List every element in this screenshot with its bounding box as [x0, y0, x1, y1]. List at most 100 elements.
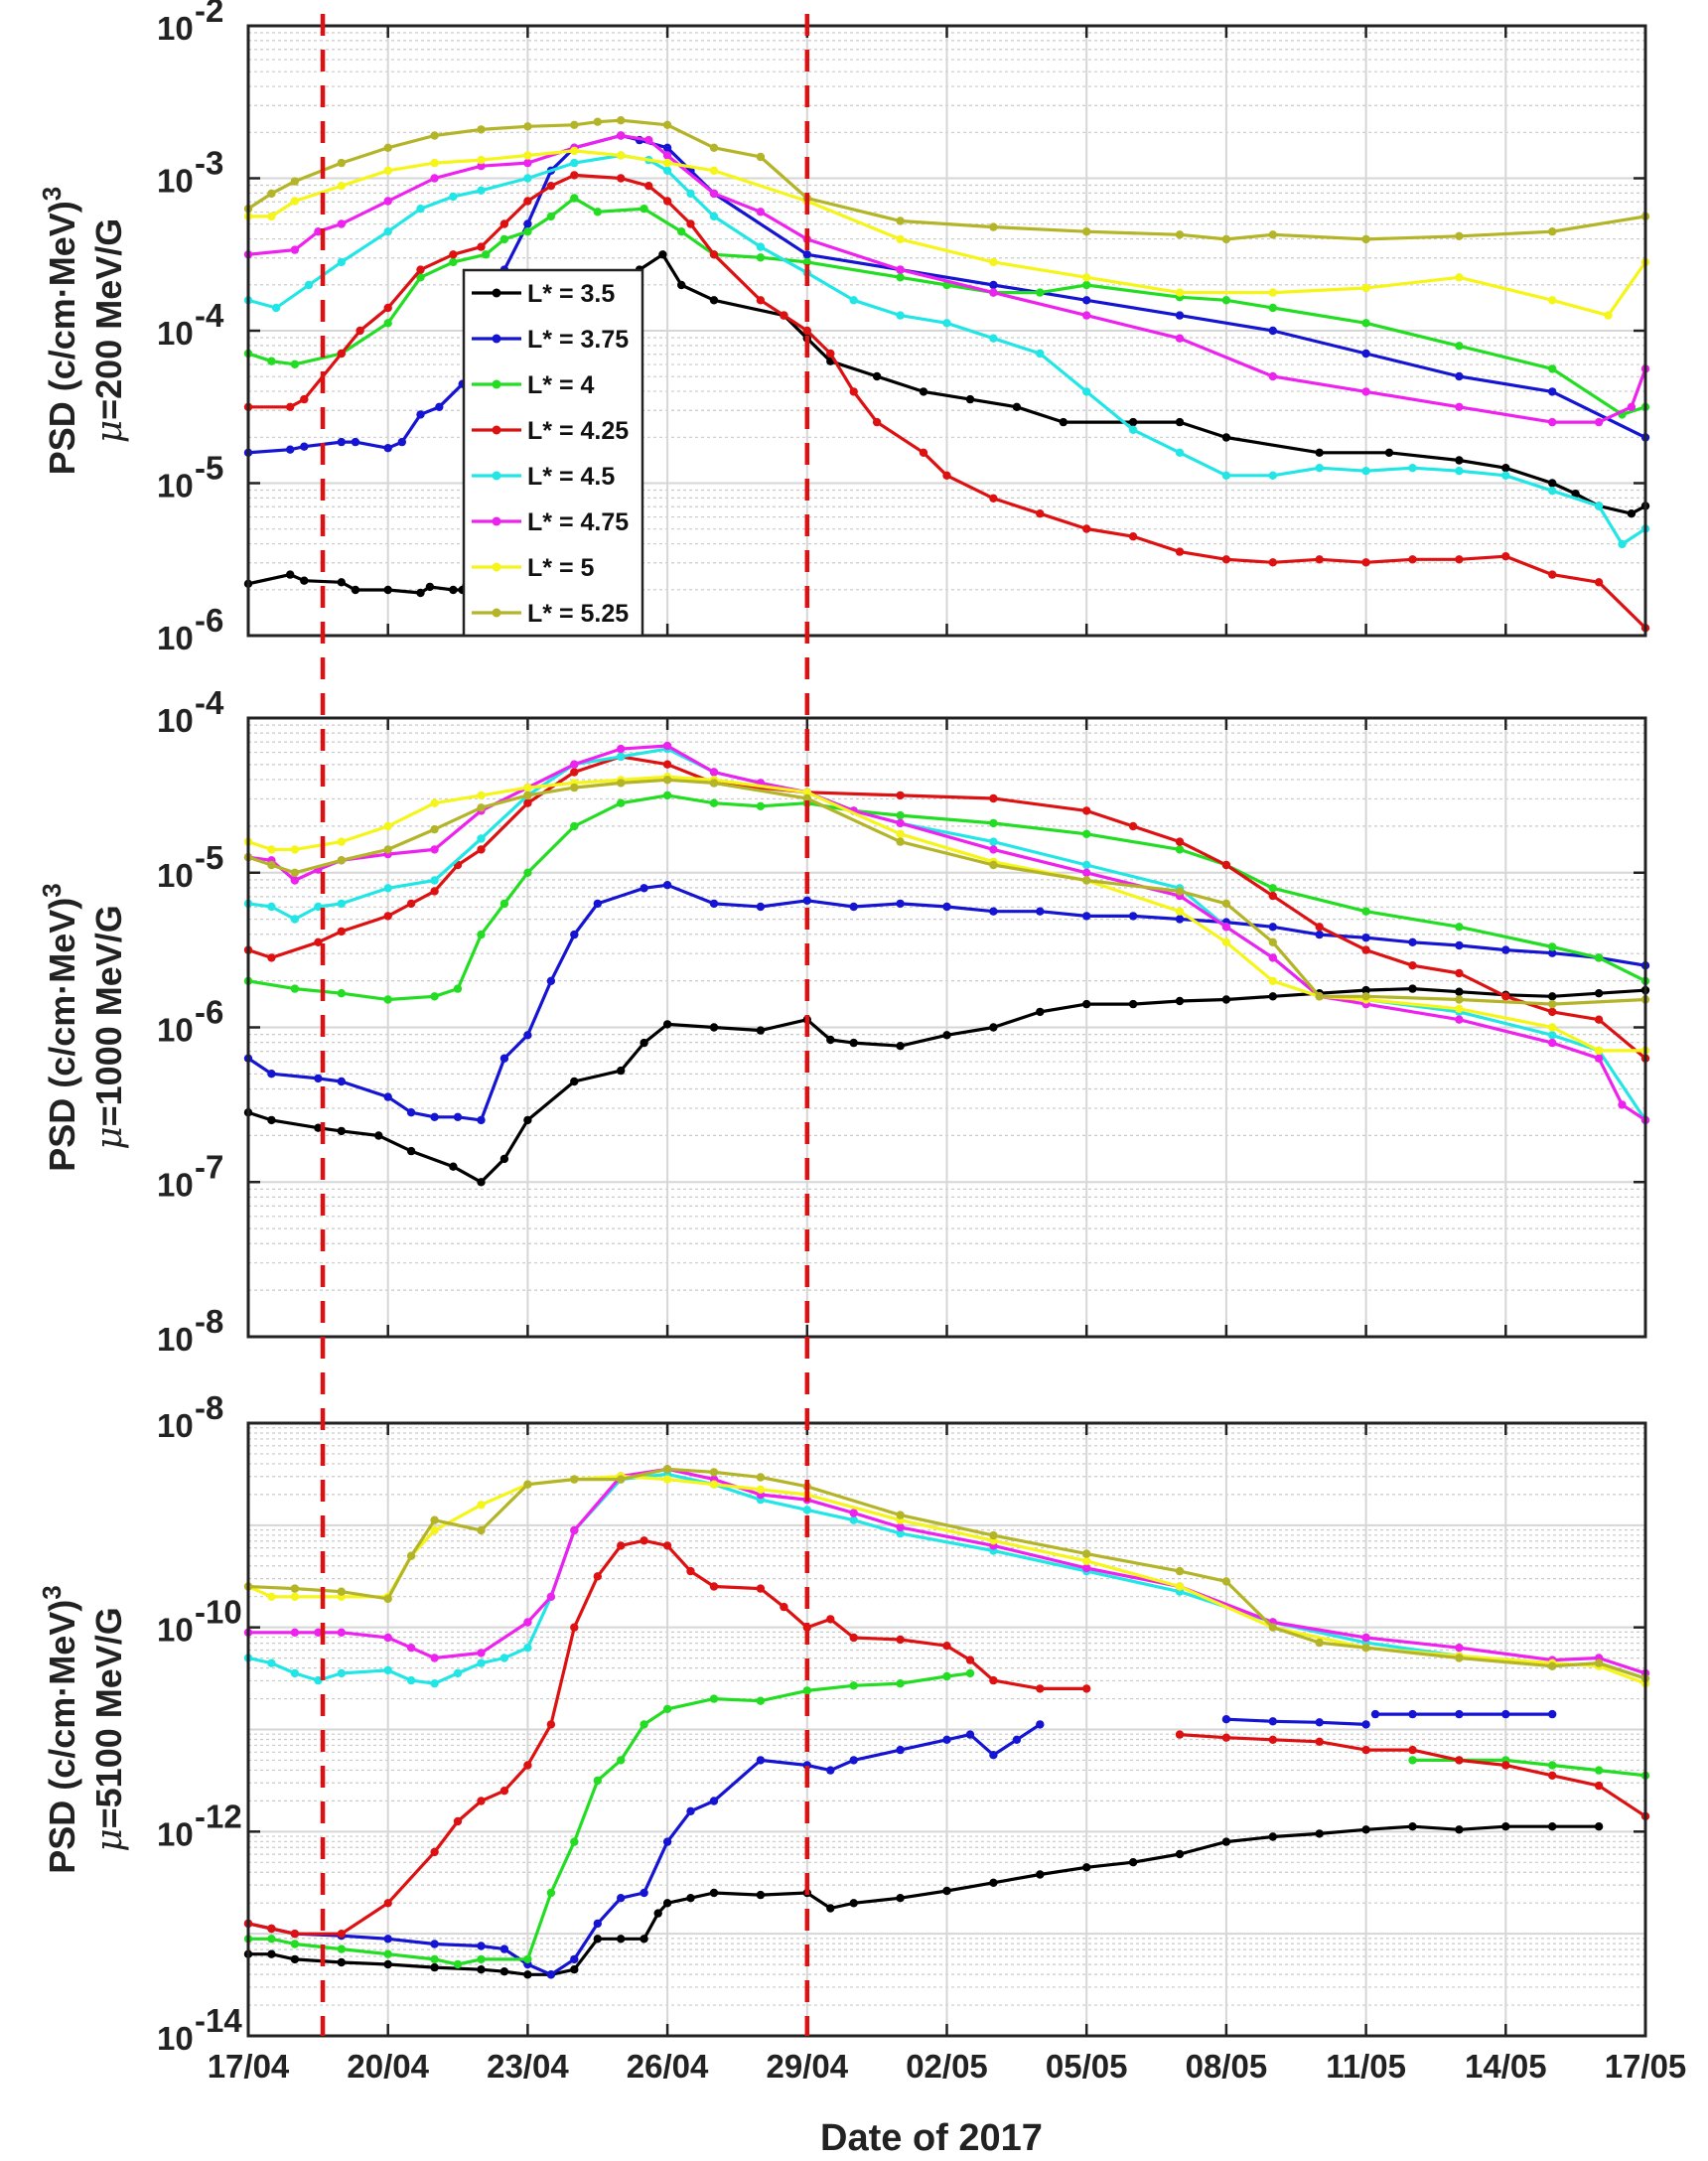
data-point [570, 1965, 579, 1974]
data-point [756, 296, 766, 305]
data-point [267, 953, 276, 962]
y-tick-label: 10 [157, 702, 194, 739]
legend-swatch-marker [492, 562, 501, 572]
data-point [383, 995, 392, 1004]
data-point [662, 741, 672, 751]
data-point [337, 158, 346, 168]
y-tick-label: 10 [157, 10, 194, 47]
data-point [267, 212, 276, 221]
data-point [356, 326, 364, 336]
data-point [337, 1930, 346, 1939]
data-point [617, 1066, 626, 1076]
data-point [1175, 1582, 1185, 1591]
data-point [644, 182, 653, 191]
series-line [1225, 1717, 1366, 1726]
data-point [1175, 288, 1185, 297]
data-point [267, 860, 276, 870]
data-point [449, 250, 458, 259]
data-point [523, 798, 532, 807]
data-point [1221, 433, 1231, 442]
data-point [1175, 547, 1185, 556]
data-point [1082, 280, 1091, 290]
data-point [709, 798, 719, 807]
data-point [383, 821, 392, 831]
data-point [383, 1949, 392, 1958]
data-point [383, 1959, 392, 1969]
y-tick-label: 10 [157, 1321, 194, 1358]
series-line [247, 987, 1646, 1184]
data-point [896, 1042, 905, 1051]
data-point [383, 1899, 392, 1908]
data-point [1315, 992, 1324, 1001]
data-point [430, 1940, 439, 1948]
data-point [337, 1628, 346, 1638]
data-point [1175, 887, 1185, 896]
data-point [709, 1023, 719, 1032]
data-point [1128, 1858, 1138, 1867]
data-point [1501, 1822, 1510, 1831]
data-point [1012, 1735, 1022, 1745]
data-point [709, 189, 719, 199]
data-point [1594, 1822, 1604, 1831]
data-point [1268, 326, 1278, 336]
data-point [896, 216, 905, 225]
data-point [337, 899, 346, 909]
data-point [1036, 1720, 1045, 1729]
data-point [570, 1525, 579, 1535]
data-point [1384, 448, 1394, 457]
data-point [477, 803, 486, 812]
y-tick-exponent: -8 [195, 1303, 223, 1340]
data-point [523, 791, 532, 800]
x-tick-label: 29/04 [767, 2048, 849, 2085]
data-point [617, 798, 626, 807]
data-point [267, 1592, 276, 1602]
y-axis-label-text: PSD (c/cm·MeV) [42, 1600, 82, 1874]
data-point [1594, 1781, 1604, 1791]
data-point [593, 1776, 602, 1786]
data-point [1268, 288, 1278, 297]
data-point [1036, 288, 1045, 297]
data-point [1408, 984, 1417, 993]
data-point [896, 1528, 905, 1538]
data-point [1501, 471, 1510, 480]
y-tick-exponent: -12 [195, 1798, 242, 1834]
y-axis-label-line2: μ=200 MeV/G [88, 218, 130, 444]
data-point [570, 1077, 579, 1086]
data-point [896, 810, 905, 820]
y-tick-exponent: -14 [195, 2002, 242, 2039]
data-point [477, 834, 486, 843]
data-point [1036, 907, 1045, 916]
data-point [1221, 555, 1231, 564]
data-point [896, 837, 905, 846]
data-point [290, 915, 300, 924]
data-point [756, 152, 766, 162]
data-point [662, 776, 672, 785]
data-point [1012, 402, 1022, 411]
data-point [1268, 953, 1278, 962]
data-point [290, 1940, 300, 1948]
data-point [477, 1649, 486, 1657]
data-point [1361, 992, 1370, 1001]
data-point [1548, 1822, 1557, 1831]
data-point [1268, 923, 1278, 932]
data-point [617, 1475, 626, 1484]
data-point [1571, 490, 1580, 499]
data-point [658, 250, 667, 259]
data-point [314, 937, 323, 946]
data-point [802, 250, 811, 259]
series-5-25 [243, 776, 1650, 1009]
data-point [570, 146, 579, 156]
data-point [449, 192, 458, 202]
data-point [314, 1628, 323, 1638]
y-axis-label-sup: 3 [37, 187, 67, 201]
data-point [802, 1506, 811, 1514]
data-point [337, 1126, 346, 1136]
data-point [617, 151, 626, 160]
data-point [499, 1054, 509, 1063]
data-point [406, 1108, 416, 1117]
data-point [989, 1530, 998, 1540]
data-point [1548, 387, 1557, 396]
data-point [430, 887, 439, 896]
data-point [989, 334, 998, 343]
data-point [896, 234, 905, 244]
